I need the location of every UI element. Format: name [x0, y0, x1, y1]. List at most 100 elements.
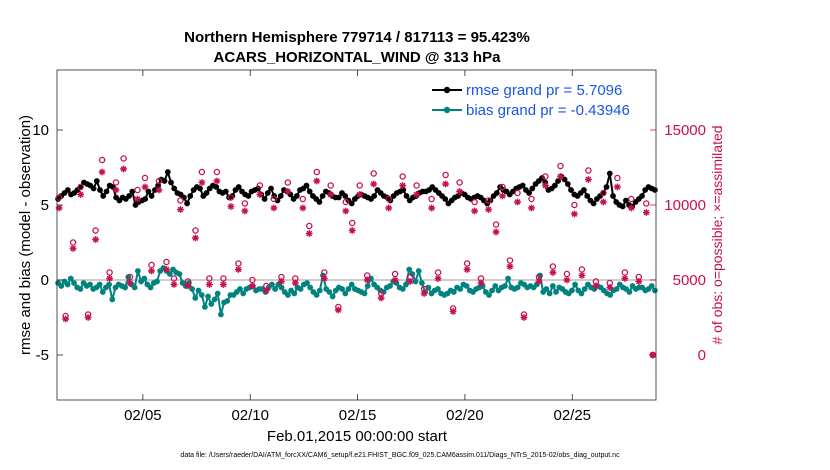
bias-point [218, 311, 224, 318]
obs-possible-marker [198, 168, 206, 176]
obs-assimilated-marker [449, 308, 457, 315]
rmse-point [222, 188, 229, 195]
rmse-point [126, 193, 132, 199]
rmse-point [610, 193, 616, 199]
obs-assimilated-marker [485, 206, 492, 213]
bias-point [399, 286, 406, 292]
bias-point [176, 271, 183, 277]
rmse-point [152, 187, 158, 193]
rmse-point [303, 182, 310, 189]
obs-count-series [55, 155, 657, 359]
legend-rmse-swatch-marker [443, 86, 451, 94]
bias-point [492, 283, 499, 289]
bias-point [648, 283, 655, 289]
rmse-point [268, 185, 274, 192]
obs-possible-marker [643, 200, 650, 207]
rmse-point [639, 193, 645, 199]
bias-point [412, 278, 419, 285]
obs-possible-marker [69, 239, 77, 246]
obs-assimilated-marker [69, 245, 77, 252]
bias-point [313, 292, 320, 298]
rmse-point [316, 199, 323, 205]
bias-point [415, 268, 422, 274]
rmse-point [342, 193, 349, 199]
y2-tick-label: 5000 [673, 272, 706, 289]
obs-possible-marker [571, 201, 578, 209]
x-tick-label: 02/20 [446, 407, 484, 424]
y-tick-label: -5 [36, 347, 49, 364]
bias-point [607, 292, 614, 298]
rmse-point [348, 200, 355, 207]
x-tick-label: 02/10 [231, 407, 269, 424]
obs-possible-marker [141, 174, 149, 182]
obs-possible-marker [92, 227, 99, 234]
obs-assimilated-marker [578, 272, 586, 279]
obs-assimilated-marker [600, 198, 607, 206]
bias-point [278, 284, 285, 291]
obs-assimilated-marker [528, 204, 535, 212]
bias-point [339, 286, 345, 292]
obs-possible-marker [370, 170, 377, 177]
bias-point [71, 280, 77, 286]
obs-assimilated-marker [313, 177, 321, 185]
obs-possible-marker [256, 182, 264, 189]
chart-title-line2: ACARS_HORIZONTAL_WIND @ 313 hPa [214, 49, 502, 66]
obs-assimilated-marker [477, 279, 485, 287]
obs-possible-marker [120, 155, 127, 162]
rmse-point [293, 193, 300, 199]
obs-possible-marker [155, 177, 163, 185]
obs-assimilated-marker [155, 186, 163, 194]
obs-assimilated-marker [370, 180, 378, 188]
bias-point [291, 290, 298, 297]
obs-possible-marker [485, 197, 492, 204]
obs-assimilated-marker [406, 278, 414, 285]
obs-assimilated-marker [170, 281, 178, 288]
obs-assimilated-marker [62, 315, 69, 323]
obs-possible-marker [342, 198, 350, 206]
rmse-point [213, 184, 220, 190]
rmse-point [142, 196, 149, 202]
obs-possible-marker [134, 186, 141, 194]
obs-assimilated-marker [463, 266, 471, 273]
rmse-point [400, 187, 407, 193]
bias-point [189, 286, 196, 292]
rmse-point [164, 169, 171, 175]
bias-point [198, 292, 205, 298]
y-tick-label: 0 [41, 272, 49, 289]
bias-point [109, 296, 116, 303]
obs-assimilated-marker [77, 191, 85, 198]
bias-point [652, 287, 658, 294]
rmse-point [319, 193, 326, 199]
bias-point [202, 304, 208, 310]
bias-point [457, 286, 464, 292]
obs-possible-marker [456, 179, 463, 186]
bias-point [450, 289, 457, 295]
bias-point [578, 290, 585, 297]
rmse-point [519, 182, 526, 189]
rmse-point [493, 190, 500, 196]
obs-assimilated-marker [613, 183, 621, 191]
bias-point [546, 290, 553, 297]
obs-assimilated-marker [514, 198, 521, 206]
obs-assimilated-marker [126, 279, 134, 287]
rmse-point [526, 190, 532, 196]
bias-point [316, 287, 323, 294]
obs-possible-marker [55, 194, 63, 201]
y2-axis-label: # of obs: o=possible; ×=assimilated [709, 125, 725, 344]
bias-point [406, 266, 413, 273]
bias-point [269, 281, 275, 288]
rmse-point [187, 193, 194, 199]
obs-assimilated-marker [219, 281, 227, 288]
obs-assimilated-marker [571, 210, 578, 218]
y2-tick-label: 0 [698, 347, 706, 364]
bias-point [329, 293, 336, 300]
obs-assimilated-marker [235, 266, 242, 273]
bias-point [613, 286, 620, 292]
obs-assimilated-marker [348, 227, 356, 234]
obs-possible-marker [385, 195, 392, 203]
obs-possible-marker [284, 179, 292, 186]
rmse-point [148, 193, 155, 199]
bias-point [195, 287, 202, 294]
obs-assimilated-marker [277, 278, 285, 285]
